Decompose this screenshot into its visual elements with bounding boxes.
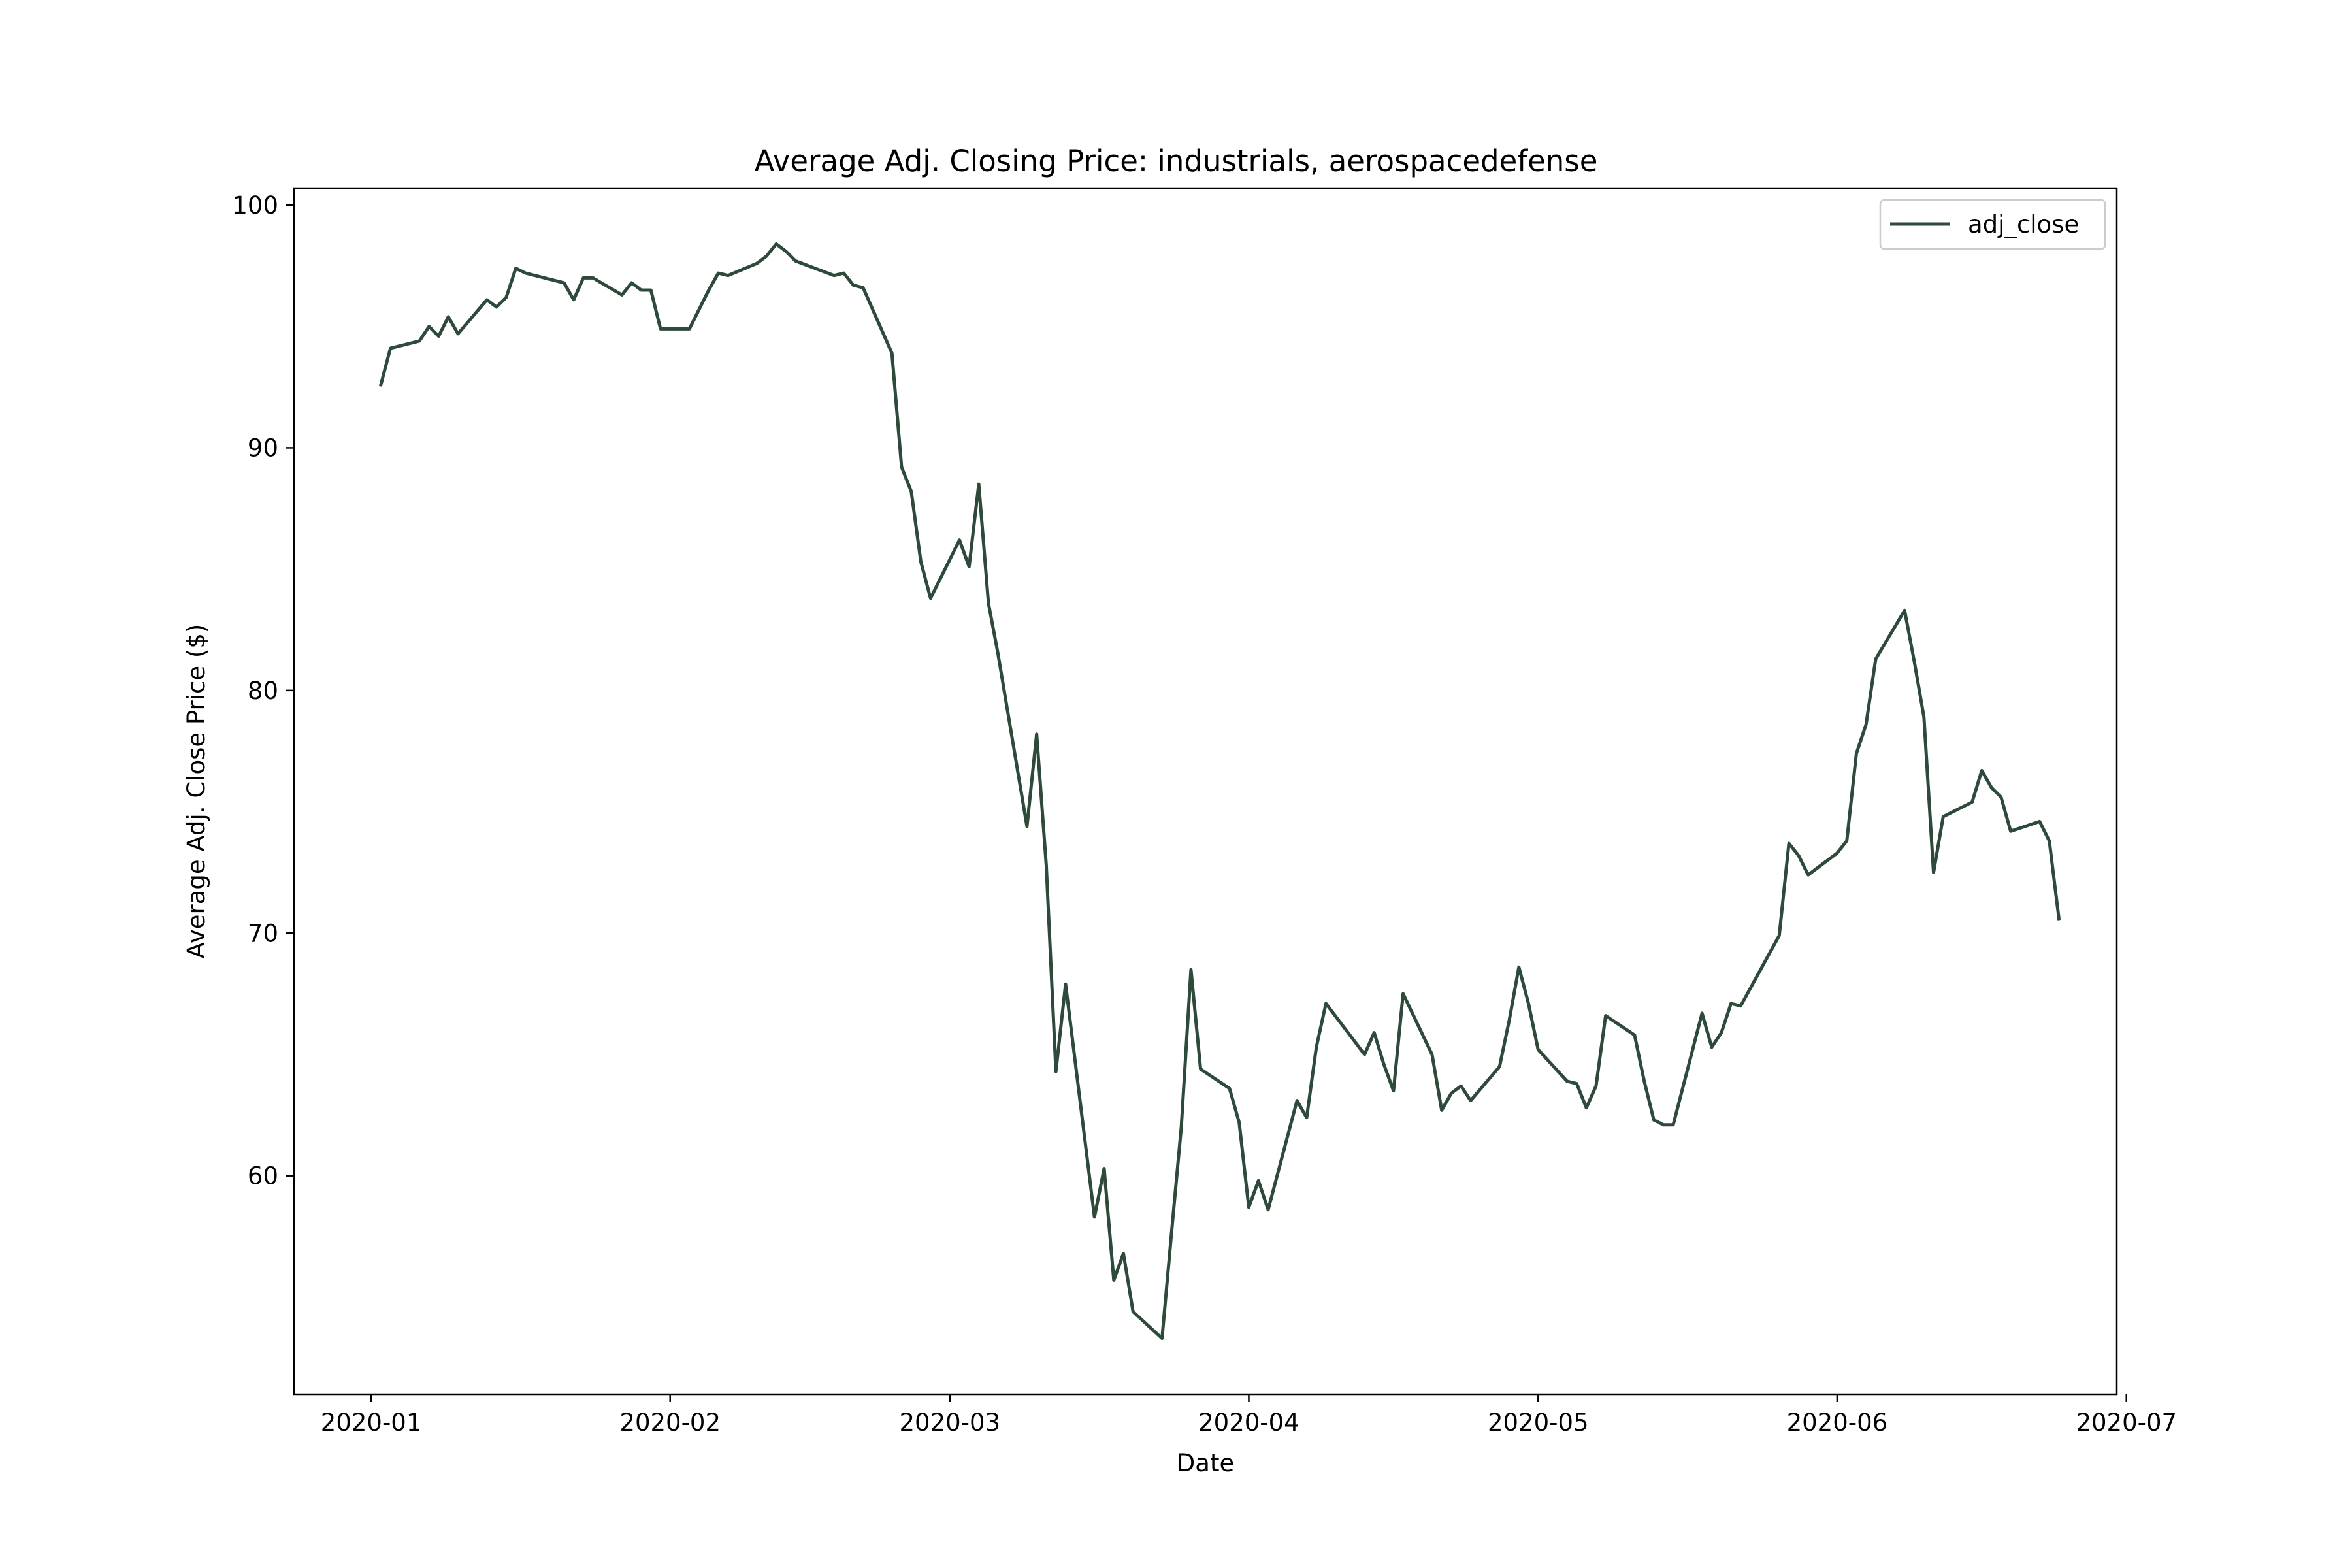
series-layer — [378, 242, 2061, 1341]
x-axis: 2020-01 2020-02 2020-03 2020-04 2020-05 2020-… — [321, 1394, 2177, 1437]
series-line-adj-close — [378, 242, 2061, 1341]
y-axis: 60 70 80 90 100 — [232, 191, 294, 1190]
y-tick-label: 100 — [232, 191, 278, 220]
y-tick-label: 90 — [248, 434, 278, 462]
plot-frame — [293, 187, 2118, 1396]
x-tick-label: 2020-05 — [1488, 1409, 1589, 1437]
x-tick-label: 2020-04 — [1198, 1409, 1299, 1437]
x-tick-label: 2020-01 — [321, 1409, 422, 1437]
x-axis-title: Date — [1177, 1449, 1234, 1477]
legend-box — [1879, 199, 2106, 250]
y-axis-title: Average Adj. Close Price ($) — [182, 624, 210, 959]
x-tick-label: 2020-02 — [619, 1409, 721, 1437]
x-tick-label: 2020-07 — [2076, 1409, 2177, 1437]
y-tick-label: 60 — [248, 1162, 278, 1190]
chart-title: Average Adj. Closing Price: industrials,… — [755, 144, 1598, 178]
x-tick-label: 2020-06 — [1787, 1409, 1888, 1437]
x-tick-label: 2020-03 — [900, 1409, 1001, 1437]
legend: adj_close — [1879, 199, 2106, 250]
y-tick-label: 70 — [248, 919, 278, 947]
y-tick-label: 80 — [248, 677, 278, 705]
legend-label-adj-close: adj_close — [1968, 210, 2079, 238]
